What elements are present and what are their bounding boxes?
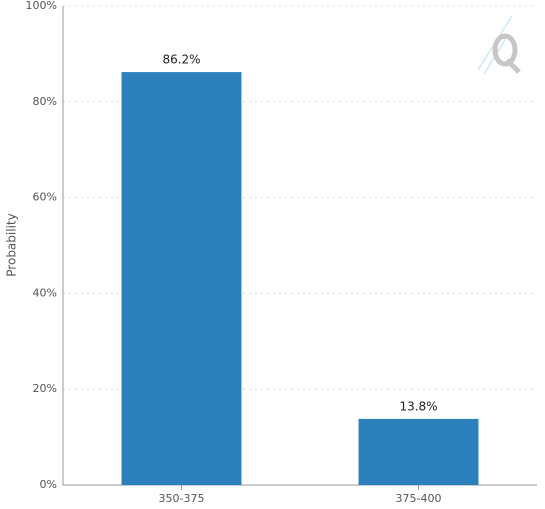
x-tick-label: 350-375: [159, 492, 205, 505]
bar: [358, 418, 479, 485]
y-tick-label: 60%: [33, 191, 57, 204]
y-tick-label: 100%: [26, 0, 57, 12]
value-label: 13.8%: [399, 399, 437, 413]
logo-tail: [505, 58, 521, 74]
bar: [121, 72, 242, 486]
y-tick-label: 80%: [33, 95, 57, 108]
y-tick-label: 0%: [40, 478, 57, 491]
y-axis-title: Probability: [5, 213, 19, 276]
logo-ring: [492, 33, 518, 67]
value-label: 86.2%: [162, 53, 200, 67]
y-tick-label: 20%: [33, 382, 57, 395]
y-tick-label: 40%: [33, 286, 57, 299]
logo: [477, 15, 521, 75]
x-tick-label: 375-400: [396, 492, 442, 505]
